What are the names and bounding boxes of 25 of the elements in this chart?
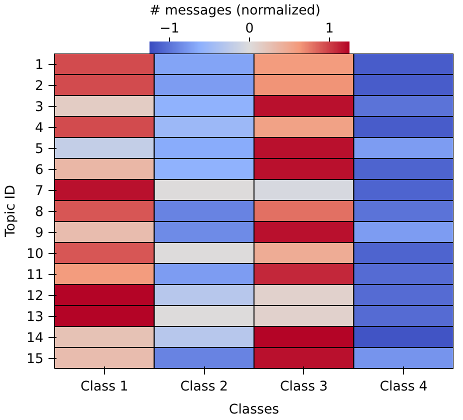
y-tick-label: 13 bbox=[26, 310, 44, 325]
y-tick-label: 3 bbox=[35, 100, 44, 115]
y-tick-label: 14 bbox=[26, 331, 44, 346]
y-tick-label: 12 bbox=[26, 289, 44, 304]
x-tick-label: Class 2 bbox=[180, 380, 228, 394]
color-bar-label: 0 bbox=[245, 22, 254, 36]
y-tick-label: 11 bbox=[26, 268, 44, 283]
x-tick-label: Class 1 bbox=[80, 380, 128, 394]
x-tick-label: Class 3 bbox=[280, 380, 328, 394]
color-bar-title: # messages (normalized) bbox=[150, 4, 320, 18]
y-axis-title: Topic ID bbox=[4, 185, 19, 238]
color-bar-label: −1 bbox=[160, 22, 180, 36]
x-tick-label: Class 4 bbox=[380, 380, 428, 394]
x-axis-title: Classes bbox=[228, 402, 280, 418]
y-tick-label: 9 bbox=[35, 226, 44, 241]
y-tick-label: 10 bbox=[26, 247, 44, 262]
y-tick-label: 5 bbox=[35, 142, 44, 157]
y-tick-label: 6 bbox=[35, 163, 44, 178]
color-bar-label: 1 bbox=[325, 22, 334, 36]
y-tick-label: 4 bbox=[35, 121, 44, 136]
y-tick-label: 7 bbox=[35, 184, 44, 199]
y-tick-label: 1 bbox=[35, 58, 44, 73]
y-tick-label: 15 bbox=[26, 352, 44, 367]
y-tick-label: 2 bbox=[35, 79, 44, 94]
y-tick-label: 8 bbox=[35, 205, 44, 220]
